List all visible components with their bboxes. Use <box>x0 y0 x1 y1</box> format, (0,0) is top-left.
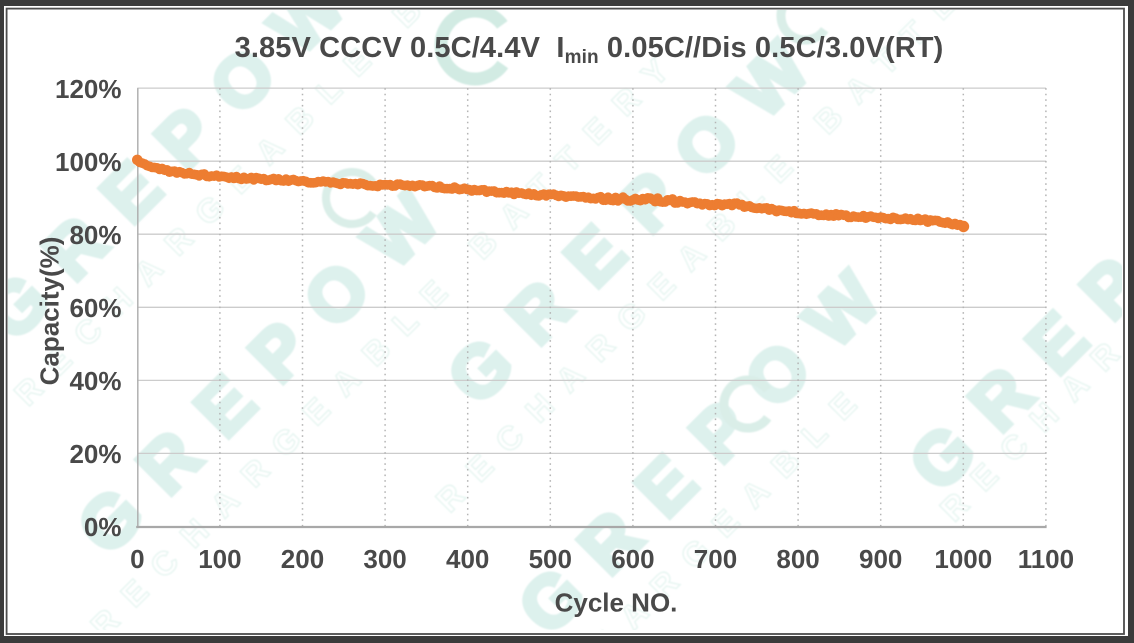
svg-text:Cycle NO.: Cycle NO. <box>555 587 678 617</box>
svg-text:700: 700 <box>694 544 737 574</box>
svg-text:600: 600 <box>611 544 654 574</box>
svg-text:60%: 60% <box>69 293 121 323</box>
svg-text:300: 300 <box>363 544 406 574</box>
svg-text:900: 900 <box>859 544 902 574</box>
svg-text:40%: 40% <box>69 366 121 396</box>
svg-text:Capacity(%): Capacity(%) <box>34 237 64 386</box>
svg-text:0: 0 <box>130 544 144 574</box>
svg-text:800: 800 <box>776 544 819 574</box>
svg-text:400: 400 <box>446 544 489 574</box>
svg-text:20%: 20% <box>69 439 121 469</box>
svg-text:100%: 100% <box>55 147 122 177</box>
svg-text:80%: 80% <box>69 220 121 250</box>
svg-text:500: 500 <box>529 544 572 574</box>
svg-text:100: 100 <box>198 544 241 574</box>
svg-text:200: 200 <box>281 544 324 574</box>
svg-text:120%: 120% <box>55 74 122 104</box>
svg-text:1100: 1100 <box>1018 544 1074 574</box>
svg-text:1000: 1000 <box>934 544 992 574</box>
svg-text:0%: 0% <box>84 512 122 542</box>
